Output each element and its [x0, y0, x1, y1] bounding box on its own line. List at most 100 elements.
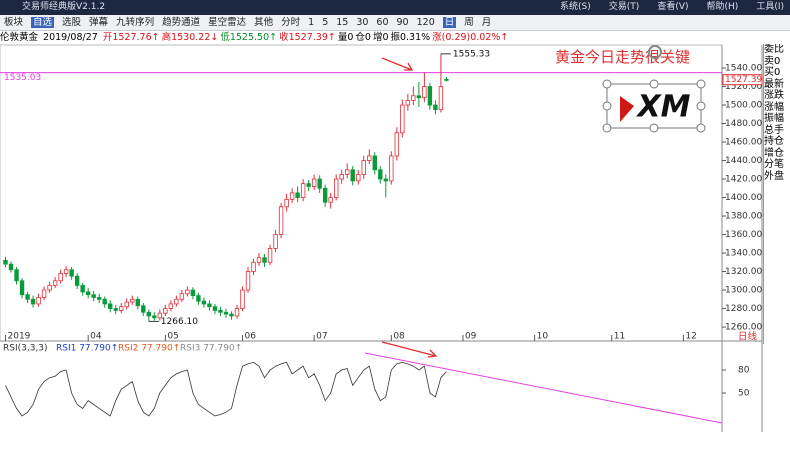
candle-body [322, 187, 328, 203]
y-tick-label: 1320.00 [725, 267, 762, 277]
y-tick-label: 1400.00 [725, 193, 762, 203]
last-price-label: 1527.39 [725, 75, 762, 85]
annotation-label: 1266.10 [161, 317, 198, 327]
candle-body [30, 298, 36, 305]
toolbar-item[interactable]: 九转序列 [116, 17, 155, 28]
menu-item[interactable]: 交易(T) [608, 2, 640, 12]
candle-body [97, 297, 102, 300]
rotate-handle [648, 45, 662, 59]
candle-body [168, 303, 174, 309]
x-tick-label: 06 [245, 332, 257, 342]
rsi-line [5, 361, 447, 417]
app-title: 交易师经典版V2.1.2 [22, 2, 106, 12]
candle-body [273, 234, 278, 249]
toolbar: 板块 自选 选股 弹幕 九转序列 趋势通道 星空雷达 其他 分时 1 5 15 30 60 90 120 日周月 [0, 15, 790, 31]
candle-body [350, 169, 355, 182]
y-tick-label: 1380.00 [725, 212, 762, 222]
quote-field: 收1527.39↑ [279, 32, 336, 43]
y-tick-label: 1300.00 [725, 286, 762, 296]
candle-body [52, 280, 58, 286]
candle-body [295, 192, 300, 198]
candle-body [80, 285, 85, 293]
candle-body [311, 178, 317, 187]
side-label: 分笔 [764, 159, 784, 170]
candle-body [361, 160, 366, 175]
legend-entry: RSI3 77.790↑ [180, 344, 242, 354]
indicator-title: RSI(3,3,3) [3, 344, 48, 354]
y-tick-label: 1500.00 [725, 101, 762, 111]
toolbar-item[interactable]: 60 [376, 17, 389, 28]
candle-body [405, 100, 411, 106]
toolbar-item[interactable]: 30 [356, 17, 369, 28]
candle-body [339, 174, 344, 180]
candle-body [14, 269, 19, 282]
side-label: 总手 [764, 124, 784, 136]
candle-body [427, 86, 433, 106]
candle-body [251, 261, 256, 272]
toolbar-item[interactable]: 5 [322, 17, 329, 28]
menu-item[interactable]: 工具(I) [756, 2, 784, 12]
candle-body [47, 285, 52, 291]
arrow [381, 341, 438, 358]
candle-body [389, 155, 394, 182]
y-tick-label: 1540.00 [725, 64, 762, 74]
menu-item[interactable]: 帮助(H) [706, 2, 739, 12]
side-label: 振幅 [764, 113, 784, 124]
quote-field: 涨(0.29)0.02%↑ [432, 32, 509, 43]
toolbar-item[interactable]: 周 [464, 17, 474, 28]
menu-item[interactable]: 查看(V) [657, 2, 689, 12]
quote-field: 仓0 [355, 32, 371, 43]
candle-body [267, 248, 273, 263]
handle [649, 123, 659, 133]
menu: 系统(S) 交易(T) 查看(V) 帮助(H) 工具(I) [542, 0, 784, 15]
candle-body [356, 174, 361, 182]
toolbar-item[interactable]: 其他 [254, 17, 274, 28]
date: 2019/08/27 [43, 32, 98, 43]
handle [696, 101, 706, 111]
candle-body [306, 183, 311, 187]
toolbar-item[interactable]: 弹幕 [89, 17, 109, 28]
candle-body [63, 269, 69, 274]
candle-body [141, 305, 146, 313]
candle-body [262, 257, 267, 263]
toolbar-item[interactable]: 日 [442, 17, 457, 28]
toolbar-item[interactable]: 趋势通道 [162, 17, 201, 28]
quote-field: 振0.31% [390, 32, 431, 43]
side-panel: 委比 卖0 买0 最新 涨跌 涨幅 振幅 总手 持仓 增仓 分笔 外盘 [763, 44, 790, 344]
y-tick-label: 1360.00 [725, 230, 762, 240]
toolbar-item[interactable]: 星空雷达 [208, 17, 247, 28]
handle [696, 123, 706, 133]
toolbar-item[interactable]: 月 [481, 17, 492, 28]
menu-item[interactable]: 系统(S) [560, 2, 591, 12]
candle-body [218, 309, 223, 313]
toolbar-item[interactable]: 1 [308, 17, 315, 28]
candle-body [179, 293, 185, 300]
side-label: 涨跌 [764, 90, 784, 101]
candle-body [284, 198, 289, 208]
toolbar-item[interactable]: 选股 [62, 17, 82, 28]
candle-body [378, 169, 383, 180]
candle-body [69, 269, 74, 277]
y-tick-label: 80 [738, 366, 750, 376]
candle-body [333, 178, 339, 198]
candle-body [240, 289, 245, 309]
toolbar-item[interactable]: 自选 [31, 17, 55, 28]
quote-info: 伦敦黄金 2019/08/27 开1527.76↑ 高1530.22↓ 低1525.… [0, 31, 510, 44]
toolbar-item[interactable]: 90 [396, 17, 409, 28]
candle-body [41, 289, 47, 298]
y-tick-label: 1280.00 [725, 304, 762, 314]
x-tick-label: 2019 [8, 332, 31, 342]
toolbar-item[interactable]: 分时 [281, 17, 301, 28]
last-price-tag [722, 74, 763, 86]
candle-body [102, 298, 107, 305]
side-label: 最新 [764, 78, 784, 90]
candle-body [411, 95, 416, 101]
toolbar-item[interactable]: 120 [416, 17, 435, 28]
toolbar-item[interactable]: 15 [336, 17, 349, 28]
candle-body [74, 275, 80, 286]
y-tick-label: 1440.00 [725, 156, 762, 166]
candle-body [234, 308, 240, 317]
toolbar-item[interactable]: 板块 [4, 17, 24, 28]
y-tick-label: 1260.00 [725, 323, 762, 333]
